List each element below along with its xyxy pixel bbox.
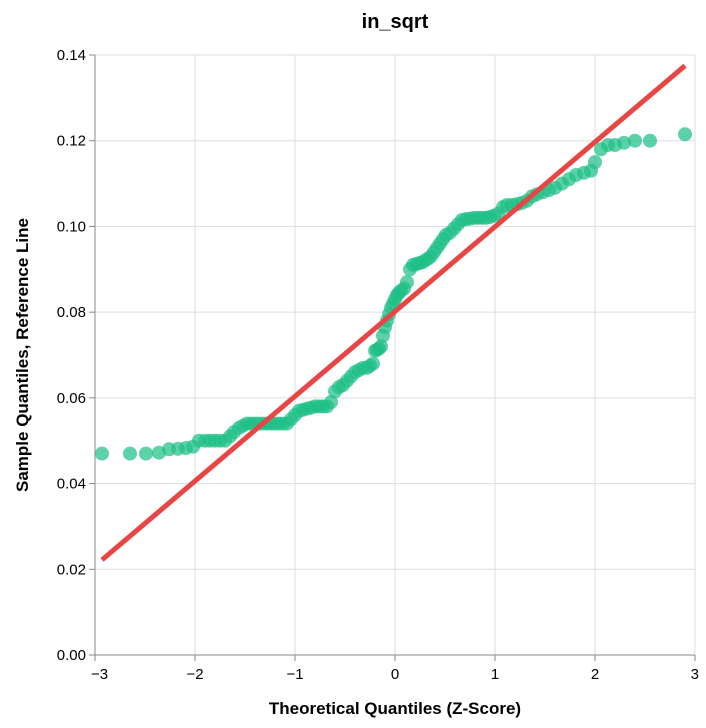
x-tick-label: 1 [491, 666, 499, 683]
x-tick-label: −3 [91, 666, 108, 683]
chart-title: in_sqrt [362, 11, 429, 33]
data-point [123, 446, 137, 461]
y-tick-label: 0.10 [57, 218, 86, 235]
data-point [643, 133, 657, 148]
data-point [95, 446, 109, 461]
y-tick-label: 0.06 [57, 390, 86, 407]
y-tick-label: 0.02 [57, 561, 86, 578]
x-axis-ticks: −3 −2 −1 0 1 2 3 [91, 655, 699, 683]
data-point [139, 446, 153, 461]
y-tick-label: 0.00 [57, 647, 86, 664]
data-points [95, 127, 692, 461]
reference-line [100, 63, 687, 562]
x-axis-title: Theoretical Quantiles (Z-Score) [269, 699, 521, 718]
y-axis-ticks: 0.00 0.02 0.04 0.06 0.08 0.10 0.12 0.14 [57, 47, 95, 664]
data-point [400, 275, 414, 290]
data-point [324, 395, 338, 410]
x-tick-label: 3 [691, 666, 699, 683]
data-point [617, 135, 631, 150]
data-point [628, 133, 642, 148]
x-tick-label: −2 [186, 666, 203, 683]
reference-line-group [100, 63, 687, 562]
x-tick-label: −1 [286, 666, 303, 683]
x-tick-label: 0 [391, 666, 399, 683]
y-tick-label: 0.08 [57, 304, 86, 321]
data-point [366, 356, 380, 371]
data-point [678, 127, 692, 142]
x-tick-label: 2 [591, 666, 599, 683]
y-tick-label: 0.04 [57, 476, 86, 493]
y-tick-label: 0.14 [57, 47, 86, 64]
y-tick-label: 0.12 [57, 133, 86, 150]
y-axis-title: Sample Quantiles, Reference Line [13, 218, 32, 492]
data-point [588, 155, 602, 170]
data-point [374, 339, 388, 354]
